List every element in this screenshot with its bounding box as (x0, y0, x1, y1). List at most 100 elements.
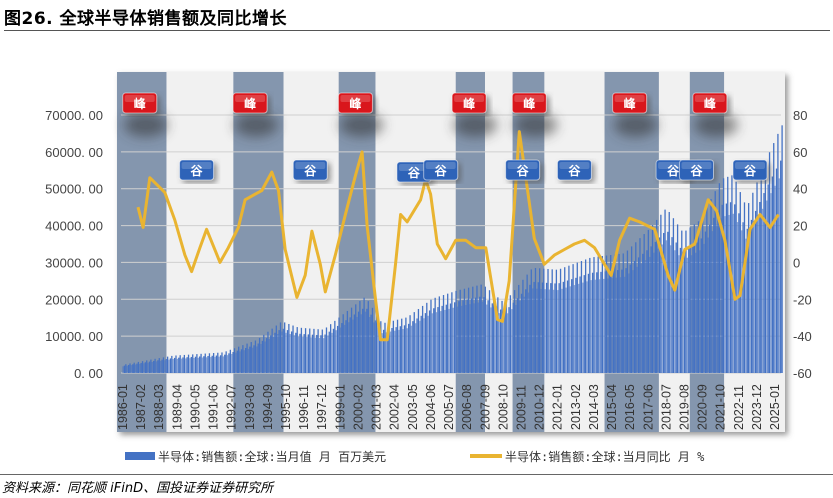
peak-badge-label: 峰 (134, 96, 147, 111)
sales-bar (150, 359, 152, 373)
sales-bar (435, 312, 438, 373)
sales-bar (158, 358, 160, 373)
peak-badge-label: 峰 (523, 96, 536, 111)
sales-bar (396, 319, 399, 373)
sales-bar (245, 347, 247, 373)
sales-bar (601, 256, 604, 373)
sales-bar (699, 250, 701, 373)
sales-bar (231, 353, 233, 373)
valley-badge-box (678, 159, 714, 181)
sales-bar (759, 201, 761, 373)
sales-bar (678, 255, 680, 373)
sales-bar (543, 268, 545, 373)
valley-badge-gloss (507, 162, 538, 169)
peak-badge-box (232, 92, 268, 114)
sales-bar (217, 352, 219, 373)
sales-bar (148, 361, 151, 373)
sales-bar (151, 362, 153, 373)
sales-bar (363, 297, 365, 373)
sales-bar (582, 282, 584, 373)
sales-bar (547, 268, 549, 373)
sales-bar (441, 305, 443, 373)
sales-bar (727, 176, 729, 373)
sales-bar (596, 272, 598, 373)
peak-badge-label: 峰 (463, 96, 476, 111)
x-tick-label: 2017-06 (641, 384, 655, 430)
sales-bar (682, 260, 684, 373)
peak-badge-label: 峰 (349, 96, 362, 111)
y-left-tick-label: 20000. 00 (45, 292, 103, 307)
sales-bar (477, 302, 479, 373)
sales-bar (629, 264, 631, 373)
sales-bar (277, 334, 279, 373)
sales-bar (447, 293, 449, 373)
x-tick-label: 2010-12 (533, 384, 547, 430)
sales-bar (672, 218, 675, 373)
sales-bar (173, 357, 176, 373)
sales-bar (499, 309, 502, 373)
sales-bar (343, 324, 346, 373)
sales-bar (559, 268, 562, 373)
sales-bar (498, 313, 500, 373)
sales-bar (413, 312, 415, 373)
sales-bar (186, 357, 188, 373)
sales-bar (608, 270, 610, 373)
badge-shadow (339, 113, 384, 137)
sales-bar (321, 329, 323, 373)
peak-badge: 峰 (337, 92, 373, 114)
sales-bar (573, 285, 576, 373)
sales-bar (756, 182, 758, 373)
sales-bar (685, 230, 687, 373)
valley-badge-gloss (681, 162, 712, 169)
sales-bar (185, 358, 187, 373)
valley-badge-gloss (295, 162, 326, 169)
sales-bar (470, 298, 473, 373)
x-tick-label: 1991-06 (207, 384, 221, 430)
sales-bar (247, 348, 250, 373)
x-tick-label: 2019-08 (678, 384, 692, 430)
sales-bar (325, 327, 328, 373)
sales-bar (371, 307, 374, 373)
sales-bar (166, 356, 169, 373)
sales-bar (352, 319, 354, 373)
sales-bar (511, 309, 513, 373)
y-right-tick-label: -60 (793, 366, 812, 381)
sales-bar (342, 314, 344, 373)
sales-bar (754, 210, 757, 373)
sales-bar (403, 325, 406, 373)
sales-bar (182, 357, 184, 373)
sales-bar (433, 308, 435, 373)
sales-bar (229, 349, 231, 373)
sales-bar (348, 322, 350, 373)
sales-bar (480, 284, 482, 373)
sales-bar (251, 347, 254, 373)
y-right-tick-label: -20 (793, 292, 812, 307)
peak-badge: 峰 (232, 92, 268, 114)
sales-bar (750, 219, 753, 373)
sales-bar (331, 332, 333, 373)
sales-bar (775, 168, 778, 373)
x-tick-label: 2005-07 (442, 384, 456, 430)
sales-bar (693, 224, 695, 373)
peak-badge-box (612, 92, 648, 114)
sales-bar (753, 225, 755, 373)
sales-bar (472, 286, 474, 373)
sales-bar (523, 296, 525, 373)
x-tick-label: 1995-10 (279, 384, 293, 430)
sales-bar (552, 289, 555, 373)
sales-bar (385, 332, 388, 373)
sales-bar (628, 273, 630, 373)
valley-badge: 谷 (732, 159, 768, 181)
sales-bar (469, 304, 471, 373)
sales-bar (261, 340, 264, 373)
sales-bar (239, 351, 241, 373)
sales-bar (445, 304, 447, 373)
legend-label-line: 半导体:销售额:全球:当月同比 月 % (505, 449, 705, 464)
sales-bar (285, 332, 287, 373)
sales-bar (392, 320, 395, 373)
valley-badge-label: 谷 (568, 163, 581, 178)
sales-bar (256, 346, 258, 373)
sales-bar (206, 357, 208, 373)
sales-bar (419, 320, 421, 373)
sales-bar (176, 358, 179, 373)
